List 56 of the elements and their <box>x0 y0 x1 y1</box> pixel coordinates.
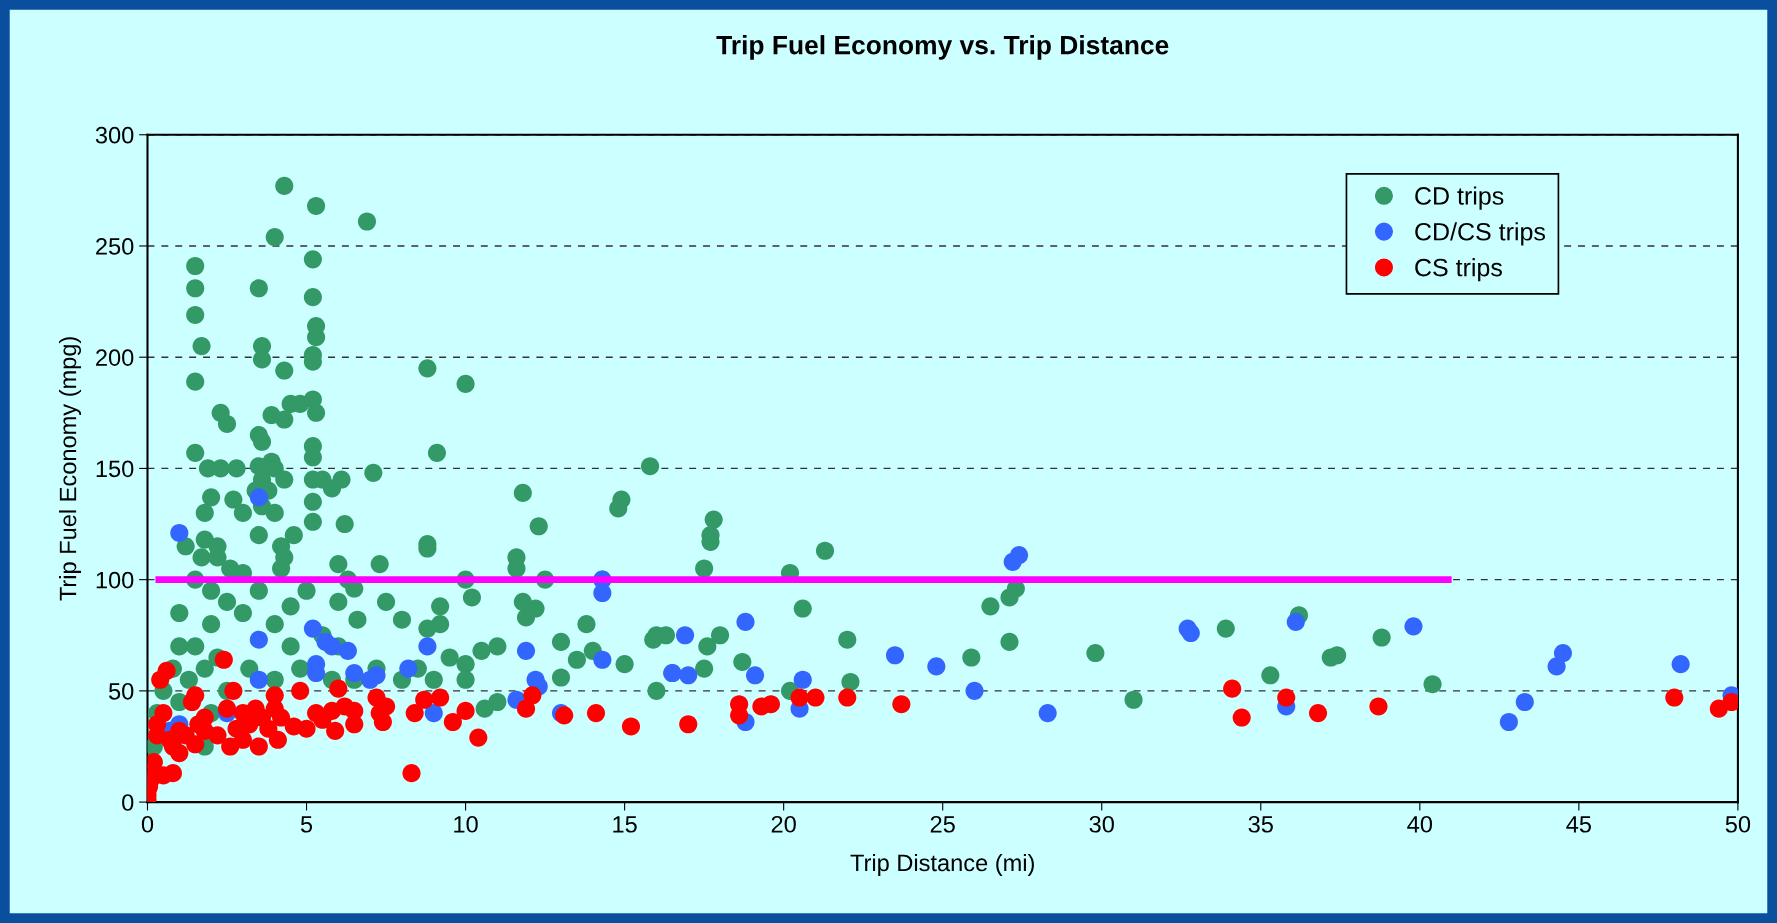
x-tick-label: 30 <box>1089 815 1114 833</box>
y-tick-label: 250 <box>96 238 134 255</box>
point <box>249 630 268 649</box>
point <box>679 666 698 685</box>
y-axis-title: Trip Fuel Economy (mpg) <box>59 337 82 601</box>
point <box>1553 644 1573 663</box>
point <box>676 626 695 645</box>
point <box>516 641 536 660</box>
point <box>1009 546 1029 565</box>
point <box>303 619 322 638</box>
legend-label: CD/CS trips <box>1415 222 1546 246</box>
x-tick-label: 10 <box>454 815 478 833</box>
legend-label: CS trips <box>1415 258 1502 282</box>
point <box>593 583 612 603</box>
y-tick-label: 100 <box>96 571 134 589</box>
point <box>745 666 765 685</box>
x-tick-label: 40 <box>1407 815 1433 833</box>
x-tick-label: 0 <box>141 815 154 833</box>
point <box>399 659 418 678</box>
point <box>1404 617 1423 636</box>
x-tick-label: 5 <box>300 816 313 833</box>
x-tick-label: 45 <box>1566 816 1592 833</box>
y-tick-label: 200 <box>96 349 134 366</box>
x-tick-label: 15 <box>613 816 637 833</box>
point <box>793 670 812 689</box>
point <box>593 650 612 669</box>
point <box>885 646 905 665</box>
point <box>1286 612 1305 631</box>
x-axis-title: Trip Distance (mi) <box>850 853 1034 876</box>
chart-title: Trip Fuel Economy vs. Trip Distance <box>716 35 1169 60</box>
point <box>338 641 357 660</box>
point <box>1181 623 1200 643</box>
point <box>736 612 755 631</box>
x-tick-label: 20 <box>771 815 796 833</box>
y-tick-label: 150 <box>96 460 134 478</box>
point <box>1515 692 1534 712</box>
point <box>1671 655 1690 674</box>
point <box>927 657 946 676</box>
point <box>170 523 189 542</box>
legend-label: CD trips <box>1415 186 1504 210</box>
point <box>249 670 268 689</box>
point <box>249 488 268 507</box>
point <box>424 704 443 723</box>
y-tick-label: 300 <box>95 126 134 144</box>
point <box>361 670 380 689</box>
point <box>1038 704 1057 723</box>
point <box>322 637 342 656</box>
point <box>418 637 437 656</box>
x-tick-label: 25 <box>930 815 955 833</box>
y-tick-label: 50 <box>108 682 134 700</box>
y-tick-label: 0 <box>122 794 134 811</box>
point <box>1499 712 1518 732</box>
x-tick-label: 35 <box>1248 815 1273 833</box>
point <box>965 681 984 700</box>
point <box>345 664 364 683</box>
x-tick-label: 50 <box>1725 815 1751 833</box>
